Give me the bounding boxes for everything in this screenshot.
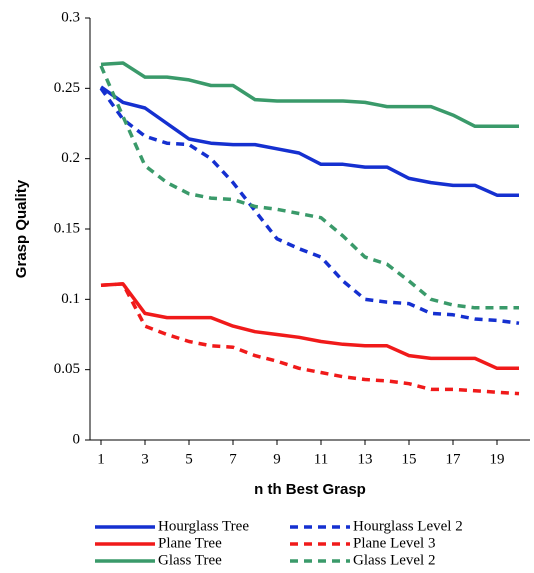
- x-tick-label: 1: [97, 451, 105, 467]
- series-line: [99, 65, 519, 310]
- y-tick-label: 0.05: [54, 361, 80, 377]
- series-line: [100, 61, 519, 129]
- x-tick-label: 13: [358, 451, 373, 467]
- x-tick-label: 15: [402, 451, 417, 467]
- y-tick-label: 0.2: [61, 150, 80, 166]
- x-tick-label: 5: [185, 451, 193, 467]
- y-tick-label: 0.15: [54, 220, 80, 236]
- legend-label: Plane Tree: [158, 535, 222, 551]
- x-tick-label: 3: [141, 451, 149, 467]
- x-tick-label: 9: [273, 451, 281, 467]
- x-tick-label: 19: [490, 451, 505, 467]
- y-tick-label: 0.3: [61, 9, 80, 25]
- x-axis-title: n th Best Grasp: [254, 481, 366, 498]
- legend-label: Hourglass Tree: [158, 518, 249, 534]
- legend-label: Hourglass Level 2: [353, 518, 463, 534]
- y-tick-label: 0.1: [61, 291, 80, 307]
- x-tick-label: 7: [229, 451, 237, 467]
- x-tick-label: 11: [314, 451, 328, 467]
- y-axis-title: Grasp Quality: [13, 179, 30, 278]
- y-tick-label: 0.25: [54, 80, 80, 96]
- legend-label: Plane Level 3: [353, 535, 435, 551]
- x-tick-label: 17: [446, 451, 462, 467]
- series-line: [100, 282, 520, 396]
- legend-label: Glass Level 2: [353, 552, 435, 568]
- series-line: [99, 87, 520, 325]
- series-line: [99, 85, 519, 197]
- legend-label: Glass Tree: [158, 552, 222, 568]
- series-line: [100, 282, 519, 371]
- y-tick-label: 0: [73, 431, 81, 447]
